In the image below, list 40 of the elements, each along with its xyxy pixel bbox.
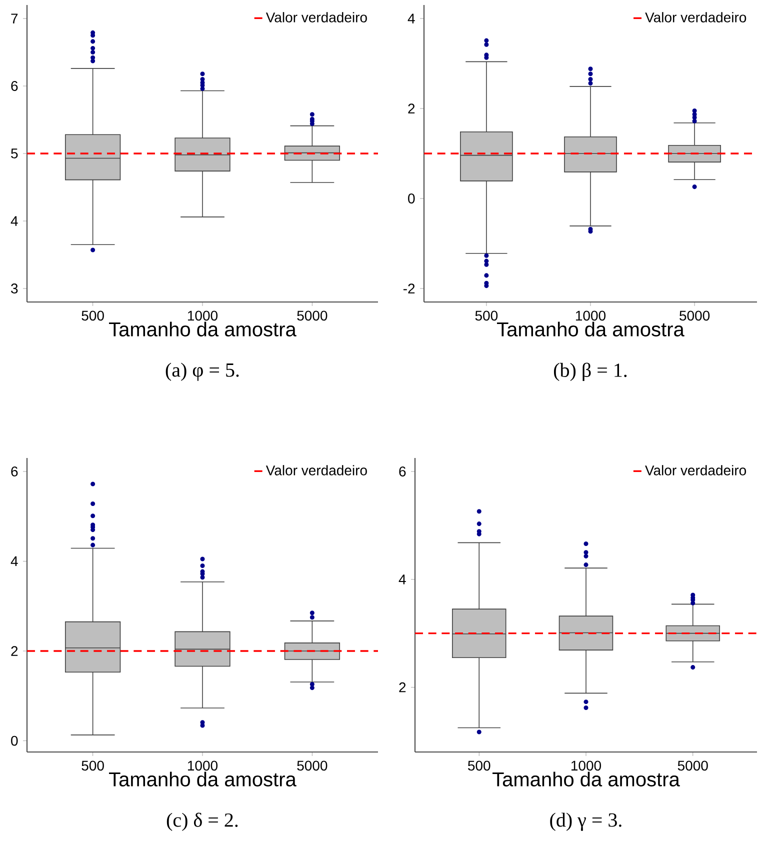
y-tick-label: 5 [11, 148, 18, 158]
x-tick-label: 500 [82, 310, 104, 321]
text: (d) γ = 3. [550, 812, 622, 831]
y-tick-label: 7 [11, 14, 18, 24]
x-tick-label: 1000 [576, 310, 606, 321]
text: (c) δ = 2. [166, 812, 238, 831]
x-tick-label: 5000 [680, 310, 710, 321]
legend-label: Valor verdadeiro [266, 12, 367, 22]
y-tick-label: 4 [398, 574, 406, 584]
y-tick-label: 4 [10, 556, 18, 566]
legend-label: Valor verdadeiro [645, 465, 746, 476]
legend-label: Valor verdadeiro [645, 12, 746, 22]
y-tick-label: 6 [399, 466, 406, 476]
x-tick-label: 5000 [297, 310, 328, 321]
x-axis-title: Tamanho da amostra [108, 322, 296, 336]
x-tick-label: 500 [468, 760, 490, 771]
y-tick-label: 0 [11, 736, 18, 746]
y-tick-label: 3 [11, 284, 18, 294]
y-tick-label: 4 [408, 14, 415, 24]
y-tick-label: 4 [10, 216, 18, 226]
y-tick-label: 2 [408, 104, 415, 114]
x-tick-label: 1000 [188, 310, 218, 321]
x-tick-label: 5000 [297, 760, 328, 771]
y-tick-label: -2 [403, 284, 415, 294]
legend-label: Valor verdadeiro [266, 465, 367, 476]
y-tick-label: 2 [399, 682, 406, 692]
x-tick-label: 500 [475, 310, 498, 321]
x-tick-label: 1000 [571, 760, 602, 771]
x-tick-label: 500 [82, 760, 104, 771]
x-tick-label: 1000 [188, 760, 218, 771]
y-tick-label: 6 [11, 81, 18, 91]
x-axis-title: Tamanho da amostra [492, 772, 680, 786]
text: (a) φ = 5. [166, 362, 239, 381]
y-tick-label: 2 [11, 646, 18, 656]
x-axis-title: Tamanho da amostra [108, 772, 296, 786]
text: (b) β = 1. [554, 362, 627, 382]
y-tick-label: 6 [11, 466, 18, 476]
x-axis-title: Tamanho da amostra [496, 322, 684, 336]
y-tick-label: 0 [408, 194, 415, 204]
x-tick-label: 5000 [678, 760, 708, 771]
